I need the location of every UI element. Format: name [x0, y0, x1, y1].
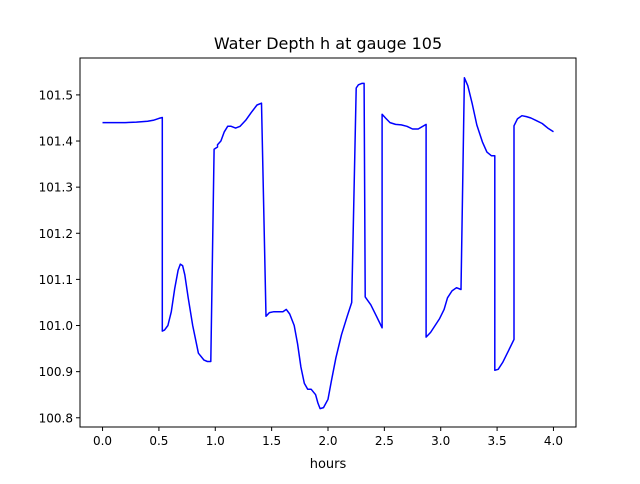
y-tick-label: 100.9: [39, 365, 73, 379]
x-tick-label: 4.0: [544, 434, 563, 448]
x-tick-label: 3.0: [431, 434, 450, 448]
chart-title: Water Depth h at gauge 105: [214, 34, 442, 53]
x-axis-label: hours: [310, 457, 347, 472]
series-layer: [102, 77, 554, 410]
x-tick-label: 3.5: [488, 434, 507, 448]
y-tick-label: 101.0: [39, 319, 73, 333]
y-tick-label: 101.4: [39, 135, 73, 149]
y-tick-label: 101.5: [39, 88, 73, 102]
plot-area-frame: [79, 57, 577, 428]
x-tick-label: 0.5: [149, 434, 168, 448]
y-tick-label: 101.2: [39, 227, 73, 241]
x-tick-label: 2.0: [318, 434, 337, 448]
x-tick-label: 0.0: [93, 434, 112, 448]
x-tick-label: 1.5: [262, 434, 281, 448]
x-axis-ticks: 0.0 0.5 1.0 1.5 2.0 2.5 3.0 3.5 4.0: [93, 427, 563, 448]
y-tick-label: 100.8: [39, 411, 73, 425]
y-tick-label: 101.3: [39, 181, 73, 195]
series-line-0: [102, 77, 554, 410]
y-axis-ticks: 100.8 100.9 101.0 101.1 101.2 101.3 101.4 101.5: [39, 88, 80, 425]
x-tick-label: 1.0: [206, 434, 225, 448]
x-tick-label: 2.5: [375, 434, 394, 448]
y-tick-label: 101.1: [39, 273, 73, 287]
